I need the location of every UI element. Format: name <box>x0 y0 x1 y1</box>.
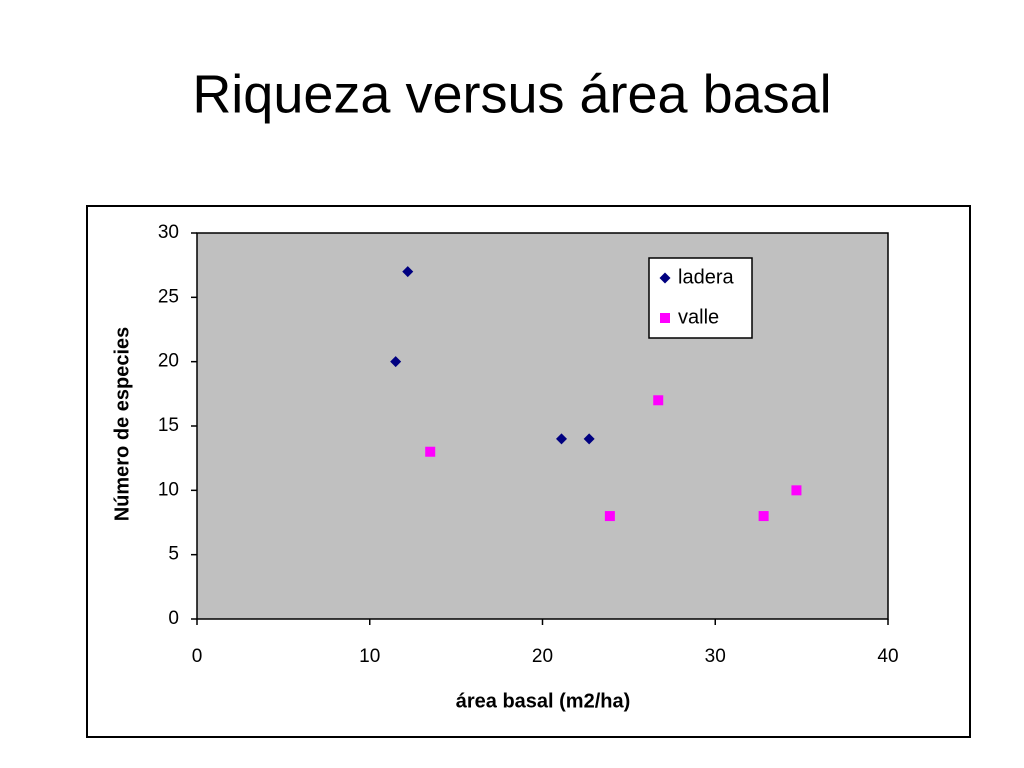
point <box>402 266 414 278</box>
point <box>583 433 595 445</box>
legend-marker <box>659 272 671 284</box>
x-tick-label: 0 <box>192 646 203 667</box>
point <box>758 511 769 522</box>
legend-box <box>648 257 753 339</box>
y-axis-label: Número de especies <box>111 327 133 522</box>
legend-marker <box>660 313 670 323</box>
point <box>556 433 568 445</box>
y-tick-label: 20 <box>158 351 179 372</box>
chart-title: Riqueza versus área basal <box>192 64 831 124</box>
y-tick-label: 30 <box>158 222 179 243</box>
plot-area <box>196 232 889 620</box>
y-tick-label: 25 <box>158 286 179 307</box>
point <box>791 485 802 496</box>
point <box>425 446 436 457</box>
point <box>390 356 402 368</box>
point <box>604 511 615 522</box>
x-axis-label: área basal (m2/ha) <box>456 690 631 712</box>
y-tick-label: 10 <box>158 479 179 500</box>
point <box>653 395 664 406</box>
legend-label: ladera <box>678 266 734 288</box>
y-tick-label: 0 <box>168 608 179 629</box>
y-tick-label: 15 <box>158 415 179 436</box>
x-tick-label: 10 <box>359 646 380 667</box>
y-tick-label: 5 <box>168 544 179 565</box>
x-tick-label: 20 <box>532 646 553 667</box>
x-tick-label: 40 <box>877 646 898 667</box>
x-tick-label: 30 <box>705 646 726 667</box>
legend-label: valle <box>678 306 719 328</box>
